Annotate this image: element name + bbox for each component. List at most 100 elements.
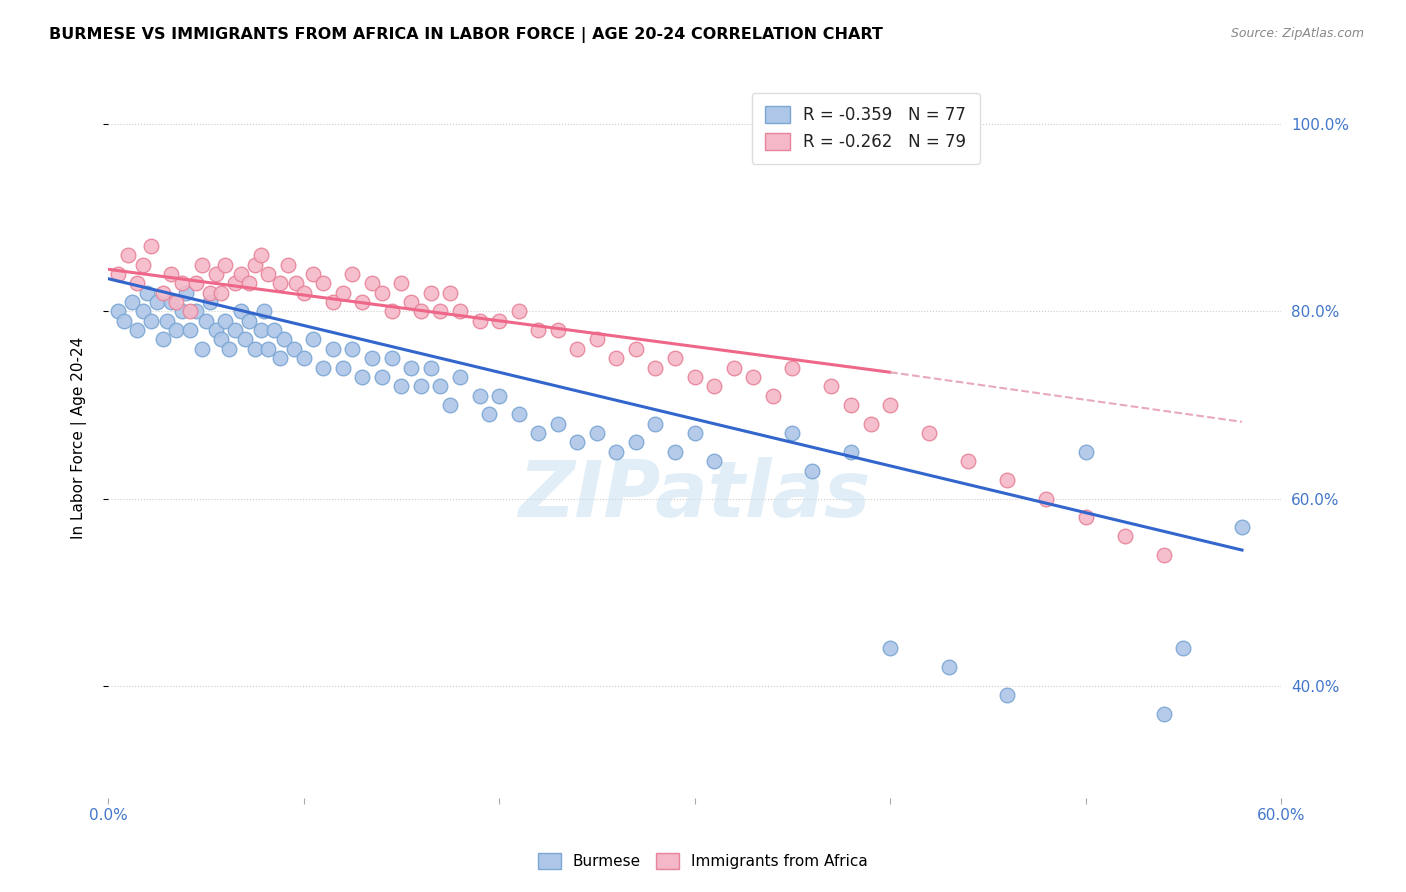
Point [995, 473, 1018, 487]
Point [361, 351, 384, 366]
Point [683, 370, 706, 384]
Point [508, 304, 530, 318]
Point [292, 351, 315, 366]
Point [121, 295, 143, 310]
Point [664, 351, 686, 366]
Point [342, 342, 364, 356]
Point [820, 379, 842, 393]
Point [191, 258, 214, 272]
Point [107, 267, 129, 281]
Point [229, 267, 252, 281]
Point [527, 323, 550, 337]
Point [284, 277, 307, 291]
Text: BURMESE VS IMMIGRANTS FROM AFRICA IN LABOR FORCE | AGE 20-24 CORRELATION CHART: BURMESE VS IMMIGRANTS FROM AFRICA IN LAB… [49, 27, 883, 43]
Point [547, 323, 569, 337]
Point [136, 285, 159, 300]
Point [146, 295, 169, 310]
Point [179, 304, 201, 318]
Point [243, 258, 266, 272]
Point [488, 314, 510, 328]
Point [184, 277, 207, 291]
Point [918, 426, 941, 441]
Point [1074, 444, 1097, 458]
Point [107, 304, 129, 318]
Point [859, 417, 882, 431]
Point [159, 295, 181, 310]
Point [567, 435, 589, 450]
Point [152, 333, 174, 347]
Point [273, 333, 295, 347]
Point [361, 277, 384, 291]
Point [249, 323, 271, 337]
Point [389, 379, 412, 393]
Point [1153, 548, 1175, 562]
Point [166, 295, 188, 310]
Point [419, 285, 441, 300]
Point [1153, 706, 1175, 721]
Point [723, 360, 745, 375]
Point [127, 323, 149, 337]
Point [938, 660, 960, 674]
Point [233, 333, 256, 347]
Point [527, 426, 550, 441]
Point [644, 360, 666, 375]
Point [132, 258, 155, 272]
Point [399, 295, 422, 310]
Point [1230, 519, 1253, 533]
Point [204, 267, 226, 281]
Point [782, 360, 804, 375]
Point [127, 277, 149, 291]
Point [409, 379, 432, 393]
Point [198, 285, 221, 300]
Point [253, 304, 276, 318]
Point [371, 370, 394, 384]
Point [488, 389, 510, 403]
Point [839, 444, 862, 458]
Point [879, 398, 901, 412]
Point [277, 258, 299, 272]
Point [1173, 641, 1195, 656]
Point [644, 417, 666, 431]
Point [139, 239, 162, 253]
Point [332, 285, 354, 300]
Point [605, 444, 627, 458]
Point [166, 323, 188, 337]
Legend: Burmese, Immigrants from Africa: Burmese, Immigrants from Africa [531, 847, 875, 875]
Point [224, 277, 246, 291]
Point [449, 304, 471, 318]
Point [172, 277, 194, 291]
Point [547, 417, 569, 431]
Point [179, 323, 201, 337]
Point [283, 342, 305, 356]
Point [312, 277, 335, 291]
Point [800, 463, 823, 477]
Point [1114, 529, 1136, 543]
Point [1074, 510, 1097, 524]
Point [664, 444, 686, 458]
Point [703, 454, 725, 468]
Text: ZIPatlas: ZIPatlas [519, 458, 870, 533]
Point [605, 351, 627, 366]
Point [624, 435, 647, 450]
Point [332, 360, 354, 375]
Point [468, 389, 491, 403]
Y-axis label: In Labor Force | Age 20-24: In Labor Force | Age 20-24 [72, 336, 87, 539]
Point [703, 379, 725, 393]
Point [263, 323, 285, 337]
Point [1035, 491, 1057, 506]
Point [419, 360, 441, 375]
Point [322, 295, 344, 310]
Point [152, 285, 174, 300]
Point [399, 360, 422, 375]
Point [380, 351, 402, 366]
Point [218, 342, 240, 356]
Point [156, 314, 179, 328]
Point [995, 688, 1018, 702]
Point [957, 454, 980, 468]
Point [567, 342, 589, 356]
Point [159, 267, 181, 281]
Point [191, 342, 214, 356]
Point [211, 285, 233, 300]
Point [508, 408, 530, 422]
Point [211, 333, 233, 347]
